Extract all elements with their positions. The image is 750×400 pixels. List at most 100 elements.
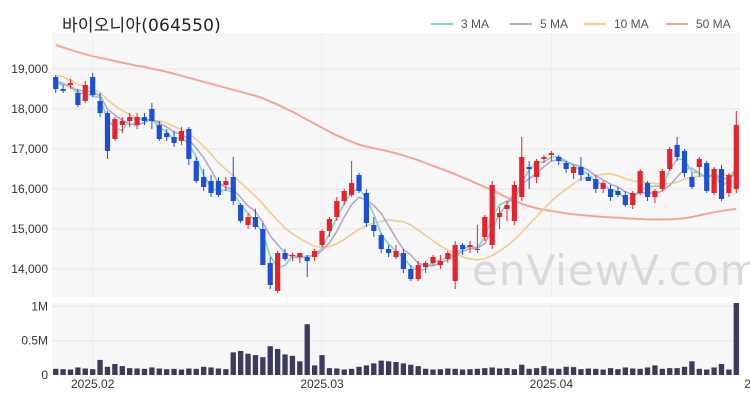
- candle-up: [570, 167, 577, 173]
- volume-bar: [378, 360, 384, 375]
- candle-down: [408, 269, 414, 279]
- candle-down: [718, 169, 725, 199]
- volume-bar: [689, 361, 695, 375]
- volume-bar: [659, 368, 665, 375]
- candle-down: [615, 191, 621, 195]
- x-tick-label: 2025.05: [744, 377, 750, 391]
- candle-up: [696, 159, 702, 167]
- candle-up: [82, 85, 88, 101]
- volume-bar: [304, 324, 310, 375]
- candle-up: [600, 183, 606, 189]
- volume-bar: [400, 363, 407, 375]
- candle-down: [304, 257, 310, 261]
- volume-bar: [156, 368, 162, 375]
- candle-up: [541, 157, 547, 159]
- volume-bar: [200, 366, 207, 375]
- volume-bar: [533, 368, 540, 375]
- candle-down: [75, 93, 81, 105]
- candle-down: [171, 137, 177, 143]
- volume-bar: [667, 368, 673, 375]
- candle-down: [53, 77, 59, 89]
- volume-bar: [696, 368, 702, 375]
- volume-tick-label: 1M: [31, 299, 48, 313]
- volume-bar: [208, 367, 214, 375]
- candle-up: [245, 217, 251, 225]
- volume-bar: [615, 369, 621, 375]
- candle-up: [349, 183, 355, 195]
- volume-bar: [674, 368, 680, 375]
- candle-up: [474, 249, 480, 250]
- candle-down: [386, 249, 392, 253]
- candle-down: [526, 167, 532, 169]
- candle-down: [267, 263, 273, 285]
- candle-down: [104, 113, 111, 151]
- candlesticks: [53, 73, 739, 293]
- volume-bar: [519, 364, 525, 375]
- volume-bar: [681, 366, 688, 375]
- candle-up: [504, 205, 510, 209]
- volume-bar: [445, 368, 451, 375]
- volume-bar: [75, 367, 81, 375]
- candle-down: [156, 125, 162, 139]
- x-tick-label: 2025.02: [71, 377, 115, 391]
- candle-down: [556, 157, 562, 161]
- candle-up: [289, 255, 296, 256]
- candle-up: [127, 117, 133, 121]
- candle-up: [637, 171, 643, 193]
- volume-bar: [267, 346, 273, 375]
- candle-down: [149, 109, 155, 121]
- volume-bar: [104, 366, 111, 375]
- volume-bar: [585, 368, 592, 375]
- candle-up: [467, 245, 473, 247]
- volume-bar: [415, 366, 421, 375]
- candle-up: [223, 181, 229, 185]
- volume-bar: [186, 368, 192, 375]
- ma10-line: [55, 74, 737, 261]
- volume-bar: [215, 368, 222, 375]
- volume-bar: [393, 361, 399, 375]
- volume-bar: [622, 367, 628, 375]
- candle-up: [326, 219, 333, 231]
- volume-bar: [334, 368, 340, 375]
- candle-up: [452, 245, 458, 281]
- candle-up: [659, 171, 665, 189]
- candle-down: [371, 225, 377, 231]
- candle-up: [652, 191, 658, 197]
- candle-down: [215, 181, 222, 195]
- volume-bar: [593, 368, 599, 375]
- volume-bar: [548, 368, 555, 375]
- volume-bar: [452, 368, 458, 375]
- volume-bar: [408, 364, 414, 375]
- volume-bar: [112, 364, 118, 375]
- volume-bar: [297, 361, 303, 375]
- legend-ma10: 10 MA: [584, 17, 649, 31]
- candle-up: [733, 125, 739, 189]
- volume-bar: [563, 366, 569, 375]
- candle-down: [356, 175, 362, 191]
- volume-bar: [237, 351, 244, 375]
- volume-bar: [90, 369, 96, 375]
- volume-bars: [53, 303, 739, 375]
- candle-up: [393, 251, 399, 257]
- x-tick-label: 2025.04: [530, 377, 574, 391]
- volume-bar: [149, 367, 155, 375]
- candle-down: [674, 145, 680, 157]
- legend-ma50-swatch: [666, 23, 688, 25]
- volume-bar: [363, 365, 370, 375]
- candle-up: [67, 83, 74, 85]
- volume-bar: [348, 368, 355, 375]
- candle-down: [193, 161, 199, 181]
- volume-bar: [134, 368, 140, 375]
- candle-up: [341, 191, 347, 201]
- legend-ma5-swatch: [510, 23, 532, 25]
- price-tick-label: 15,000: [11, 222, 48, 236]
- candle-down: [363, 193, 369, 223]
- volume-bar: [726, 369, 732, 375]
- volume-bar: [489, 367, 495, 375]
- candle-up: [119, 121, 125, 125]
- candle-down: [208, 181, 214, 193]
- volume-bar: [252, 355, 259, 375]
- candle-down: [563, 163, 569, 169]
- volume-bar: [326, 368, 333, 375]
